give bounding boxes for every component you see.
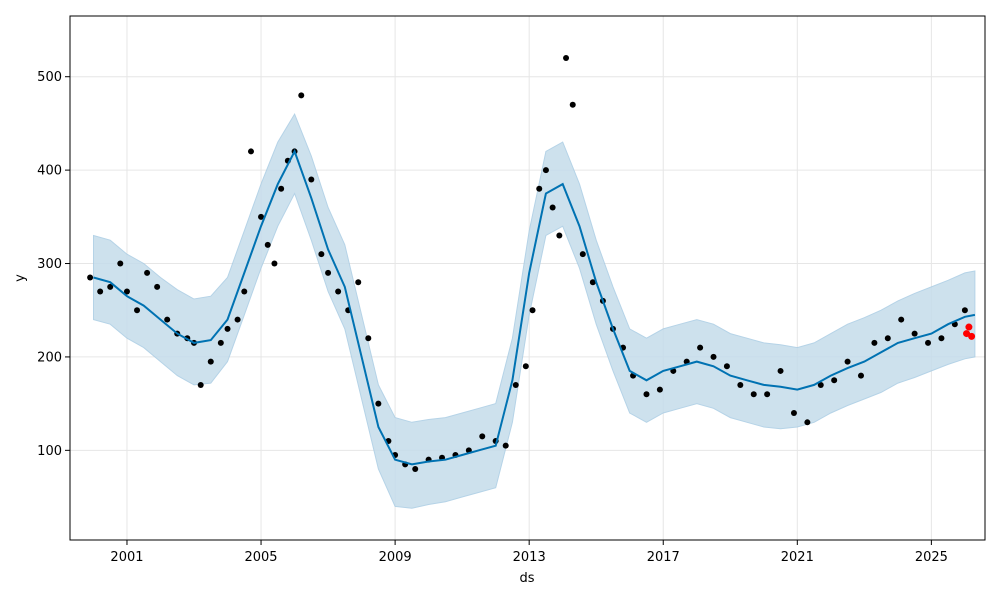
observed-point [325, 269, 332, 276]
observed-point [831, 377, 838, 384]
observed-point [123, 288, 130, 295]
y-tick-label: 400 [37, 164, 62, 179]
observed-point [144, 269, 151, 276]
x-axis-label: ds [519, 571, 534, 586]
observed-point [643, 391, 650, 398]
uncertainty-band [93, 112, 976, 509]
y-tick-label: 300 [37, 257, 62, 272]
observed-point [529, 307, 536, 314]
observed-point [97, 288, 104, 295]
observed-point [911, 330, 918, 337]
observed-point [241, 288, 248, 295]
x-tick-label: 2001 [110, 550, 143, 565]
observed-point [884, 335, 891, 342]
observed-point [737, 381, 744, 388]
observed-point [479, 433, 486, 440]
x-tick-label: 2005 [244, 550, 277, 565]
highlight-point [968, 332, 976, 340]
highlight-points [963, 323, 976, 340]
observed-point [542, 167, 549, 174]
observed-point [258, 213, 265, 220]
x-tick-label: 2009 [379, 550, 412, 565]
observed-point [335, 288, 342, 295]
observed-point [318, 251, 325, 258]
forecast-line-path [93, 148, 976, 466]
observed-point [365, 335, 372, 342]
observed-point [234, 316, 241, 323]
observed-point [764, 391, 771, 398]
observed-point [804, 419, 811, 426]
observed-point [154, 283, 161, 290]
forecast-line [93, 148, 976, 466]
observed-point [961, 307, 968, 314]
x-tick-label: 2025 [915, 550, 948, 565]
observed-point [871, 339, 878, 346]
observed-point [522, 363, 529, 370]
observed-point [298, 92, 305, 99]
observed-point [777, 367, 784, 374]
observed-point [224, 325, 231, 332]
observed-point [278, 185, 285, 192]
observed-point [375, 400, 382, 407]
observed-point [569, 101, 576, 108]
y-axis: 100 200 300 400 500 [37, 70, 70, 459]
observed-point [536, 185, 543, 192]
x-tick-label: 2013 [513, 550, 546, 565]
observed-point [197, 381, 204, 388]
observed-point [589, 279, 596, 286]
observed-point [117, 260, 124, 267]
observed-point [844, 358, 851, 365]
x-tick-label: 2017 [647, 550, 680, 565]
observed-point [549, 204, 556, 211]
observed-point [938, 335, 945, 342]
observed-point [512, 381, 519, 388]
observed-point [898, 316, 905, 323]
observed-point [412, 466, 419, 473]
x-tick-label: 2021 [781, 550, 814, 565]
observed-point [790, 409, 797, 416]
observed-point [857, 372, 864, 379]
observed-point [217, 339, 224, 346]
x-axis: 2001 2005 2009 2013 2017 2021 2025 [110, 540, 948, 565]
observed-point [134, 307, 141, 314]
observed-point [723, 363, 730, 370]
observed-point [710, 353, 717, 360]
observed-point [87, 274, 94, 281]
y-tick-label: 500 [37, 70, 62, 85]
plot-frame [69, 15, 986, 541]
observed-point [107, 283, 114, 290]
observed-point [164, 316, 171, 323]
uncertainty-band-area [93, 112, 976, 509]
observed-point [563, 55, 570, 62]
observed-point [502, 442, 509, 449]
observed-point [656, 386, 663, 393]
y-axis-label: y [13, 274, 28, 282]
observed-point [556, 232, 563, 239]
observed-point [264, 241, 271, 248]
y-tick-label: 200 [37, 350, 62, 365]
observed-point [697, 344, 704, 351]
y-tick-label: 100 [37, 444, 62, 459]
observed-point [308, 176, 315, 183]
observed-point [925, 339, 932, 346]
observed-point [750, 391, 757, 398]
observed-point [247, 148, 254, 155]
observed-point [271, 260, 278, 267]
observed-point [817, 381, 824, 388]
observed-point [355, 279, 362, 286]
observed-point [207, 358, 214, 365]
highlight-point [965, 323, 973, 331]
observed-point [579, 251, 586, 258]
